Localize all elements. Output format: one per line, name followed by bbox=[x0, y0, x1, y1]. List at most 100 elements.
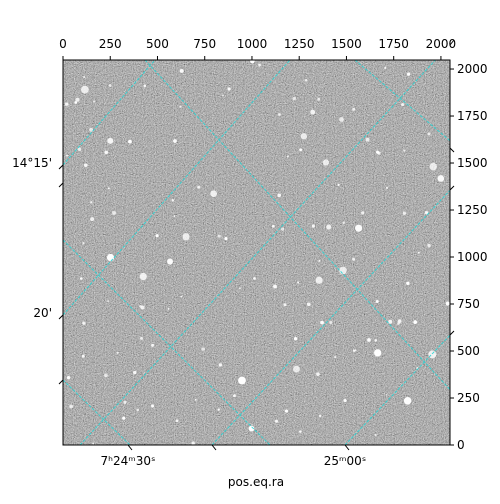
star bbox=[238, 287, 241, 290]
star bbox=[112, 210, 117, 215]
world-tick bbox=[449, 147, 455, 153]
star bbox=[107, 187, 110, 190]
star bbox=[108, 84, 112, 87]
star bbox=[151, 343, 155, 347]
star bbox=[320, 320, 324, 325]
star bbox=[300, 133, 307, 140]
star bbox=[253, 277, 256, 280]
x-tick-label: 250 bbox=[99, 37, 122, 51]
star bbox=[182, 233, 190, 241]
x-tick-label: 0 bbox=[59, 37, 67, 51]
star bbox=[397, 319, 402, 323]
star bbox=[64, 102, 69, 106]
star bbox=[122, 416, 126, 420]
star bbox=[79, 277, 83, 280]
star bbox=[400, 103, 405, 107]
star bbox=[227, 87, 231, 91]
x-tick-label: 1000 bbox=[237, 37, 268, 51]
x-tick-label: 1250 bbox=[284, 37, 315, 51]
star bbox=[107, 137, 114, 144]
star bbox=[293, 365, 300, 373]
star bbox=[104, 373, 108, 378]
y-tick-label: 500 bbox=[457, 344, 480, 358]
image bbox=[63, 60, 450, 445]
star bbox=[93, 100, 96, 103]
star bbox=[403, 149, 406, 152]
star bbox=[374, 349, 382, 357]
star bbox=[352, 257, 356, 261]
star bbox=[318, 259, 321, 262]
star bbox=[361, 211, 365, 215]
star bbox=[445, 301, 450, 306]
y-tick-label: 1500 bbox=[457, 156, 488, 170]
star bbox=[194, 398, 197, 401]
dec-tick bbox=[58, 164, 64, 170]
y-tick-label: 1250 bbox=[457, 203, 488, 217]
star bbox=[299, 148, 303, 152]
x-tick-label: 1750 bbox=[378, 37, 409, 51]
star bbox=[354, 349, 357, 352]
star bbox=[133, 370, 137, 375]
grid-line bbox=[211, 189, 450, 445]
x-tick-label: 1500 bbox=[331, 37, 362, 51]
star bbox=[128, 139, 132, 144]
star bbox=[318, 414, 322, 418]
star bbox=[406, 281, 410, 285]
star bbox=[281, 227, 285, 231]
star bbox=[384, 66, 387, 69]
frame bbox=[62, 59, 451, 446]
grid-line bbox=[63, 379, 131, 445]
star bbox=[65, 154, 69, 157]
grid-line bbox=[63, 60, 156, 166]
world-tick bbox=[58, 379, 64, 385]
star bbox=[273, 284, 277, 289]
star bbox=[75, 97, 80, 102]
y-tick-label: 250 bbox=[457, 391, 480, 405]
star bbox=[352, 107, 356, 111]
star bbox=[83, 163, 88, 168]
ra-tick bbox=[127, 444, 133, 451]
star bbox=[179, 68, 184, 73]
star bbox=[317, 97, 321, 101]
star bbox=[417, 251, 420, 254]
star bbox=[304, 78, 308, 82]
star bbox=[191, 441, 195, 445]
star bbox=[107, 300, 110, 303]
star bbox=[82, 321, 86, 325]
star bbox=[365, 137, 370, 142]
star bbox=[292, 96, 296, 101]
star bbox=[271, 224, 275, 228]
star bbox=[388, 319, 393, 324]
grid-line bbox=[144, 60, 450, 391]
star bbox=[402, 211, 407, 216]
star bbox=[217, 408, 220, 411]
star bbox=[250, 60, 255, 64]
star bbox=[106, 253, 115, 262]
star bbox=[429, 162, 437, 171]
star bbox=[139, 272, 147, 281]
star bbox=[277, 193, 282, 198]
star bbox=[201, 347, 205, 351]
star bbox=[74, 101, 78, 104]
grid-line bbox=[354, 60, 450, 142]
star bbox=[329, 320, 333, 325]
star bbox=[339, 117, 344, 122]
star bbox=[175, 419, 179, 423]
ra-tick-label: 7ʰ24ᵐ30ˢ bbox=[101, 454, 156, 468]
x-tick-label: 500 bbox=[146, 37, 169, 51]
y-tick-label: 0 bbox=[457, 438, 465, 452]
star bbox=[403, 397, 412, 405]
star bbox=[326, 224, 332, 230]
star bbox=[82, 242, 85, 245]
star bbox=[339, 266, 347, 275]
star bbox=[297, 281, 300, 284]
star bbox=[427, 132, 431, 136]
star bbox=[123, 400, 127, 405]
star bbox=[315, 276, 323, 284]
star bbox=[222, 94, 224, 96]
ra-tick-label: 25ᵐ00ˢ bbox=[324, 454, 367, 468]
grid-line bbox=[344, 334, 450, 445]
star bbox=[155, 234, 159, 238]
star bbox=[104, 150, 109, 155]
star bbox=[81, 354, 85, 358]
